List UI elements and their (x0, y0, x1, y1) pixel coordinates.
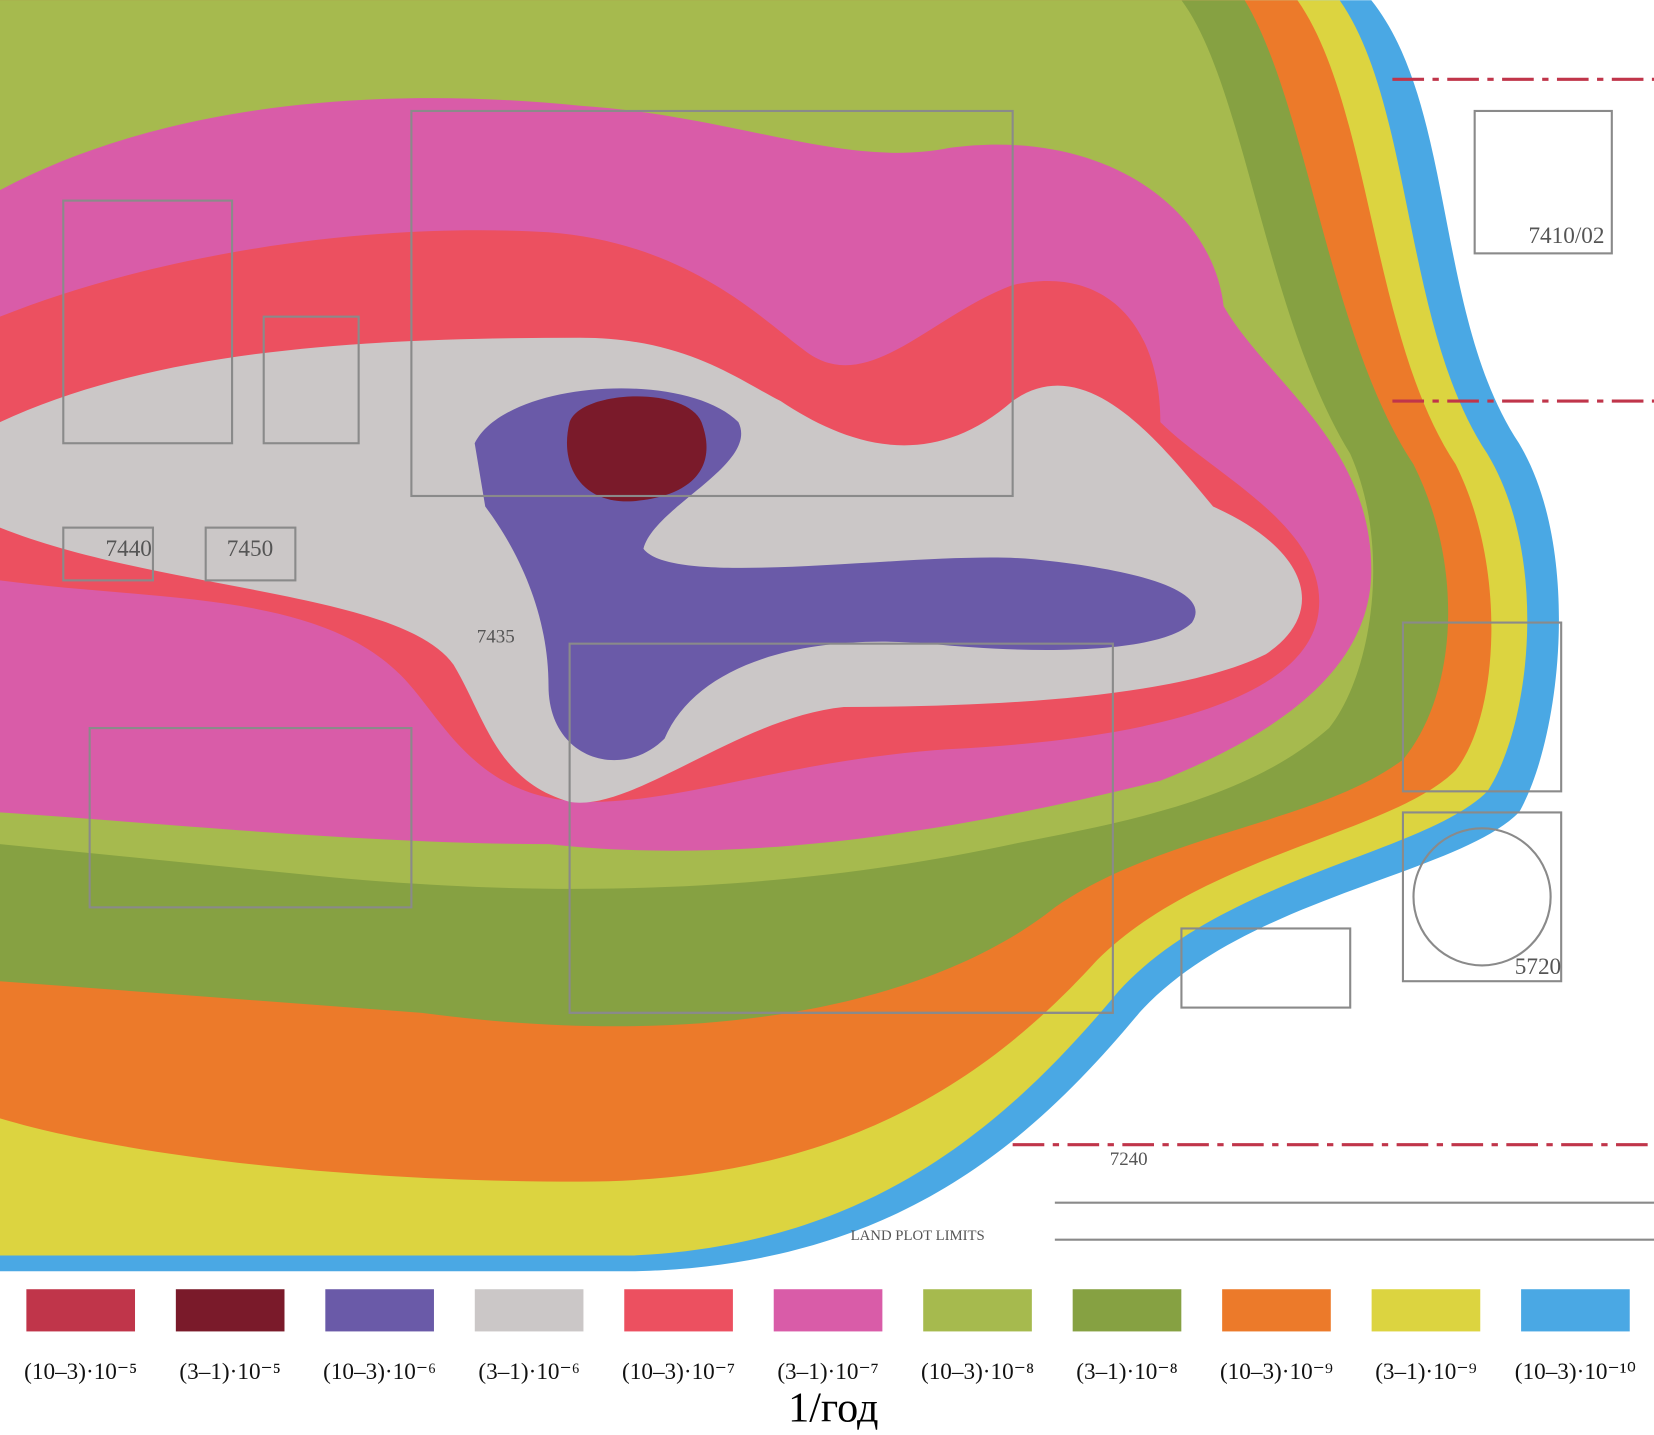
legend-label: (10–3)·10⁻⁸ (921, 1359, 1034, 1385)
unit-label: 1/год (788, 1384, 878, 1431)
legend-label: (3–1)·10⁻⁹ (1375, 1359, 1476, 1385)
building (62, 199, 234, 445)
legend-swatch (175, 1289, 285, 1332)
building (1401, 811, 1563, 983)
legend-swatch (325, 1289, 434, 1332)
building (1180, 927, 1352, 1009)
risk-zone (566, 396, 707, 502)
legend: (10–3)·10⁻⁵ (3–1)·10⁻⁵ (10–3)·10⁻⁶ (3–1)·10… (24, 1289, 1636, 1385)
legend-swatch (923, 1289, 1032, 1332)
legend-swatch (773, 1289, 883, 1332)
map-label: 7450 (227, 536, 273, 562)
map-label: 7410/02 (1528, 223, 1604, 249)
process-area (410, 109, 1014, 498)
legend-swatch (474, 1289, 584, 1332)
legend-label: (10–3)·10⁻⁷ (622, 1359, 735, 1385)
legend-swatch (1222, 1289, 1331, 1332)
building (1473, 109, 1613, 255)
legend-label: (10–3)·10⁻⁶ (323, 1359, 436, 1385)
legend-swatch (1521, 1289, 1630, 1332)
map-labels: 7410/02 7440 7450 7435 5720 7240 LAND PLOT LIM… (106, 223, 1605, 1244)
map-label: 5720 (1515, 954, 1561, 980)
legend-label: (10–3)·10⁻¹⁰ (1515, 1359, 1636, 1385)
building (62, 526, 155, 582)
building (88, 726, 413, 909)
legend-swatch (1371, 1289, 1481, 1332)
building (204, 526, 297, 582)
map-label: 7440 (106, 536, 152, 562)
building (262, 315, 360, 445)
map-label: 7435 (477, 627, 515, 648)
legend-label: (3–1)·10⁻⁶ (478, 1359, 579, 1385)
building (1401, 621, 1563, 793)
tank (1412, 827, 1552, 967)
map-label: 7240 (1110, 1149, 1148, 1170)
legend-label: (3–1)·10⁻⁵ (179, 1359, 280, 1385)
legend-label: (3–1)·10⁻⁸ (1076, 1359, 1177, 1385)
legend-label: (10–3)·10⁻⁹ (1220, 1359, 1333, 1385)
site-plan (62, 77, 1654, 1241)
legend-label: (3–1)·10⁻⁷ (777, 1359, 878, 1385)
legend-swatch (26, 1289, 136, 1332)
contours (0, 0, 1559, 1272)
legend-swatch (624, 1289, 733, 1332)
legend-swatch (1072, 1289, 1182, 1332)
legend-label: (10–3)·10⁻⁵ (24, 1359, 137, 1385)
map-label: LAND PLOT LIMITS (851, 1228, 985, 1244)
